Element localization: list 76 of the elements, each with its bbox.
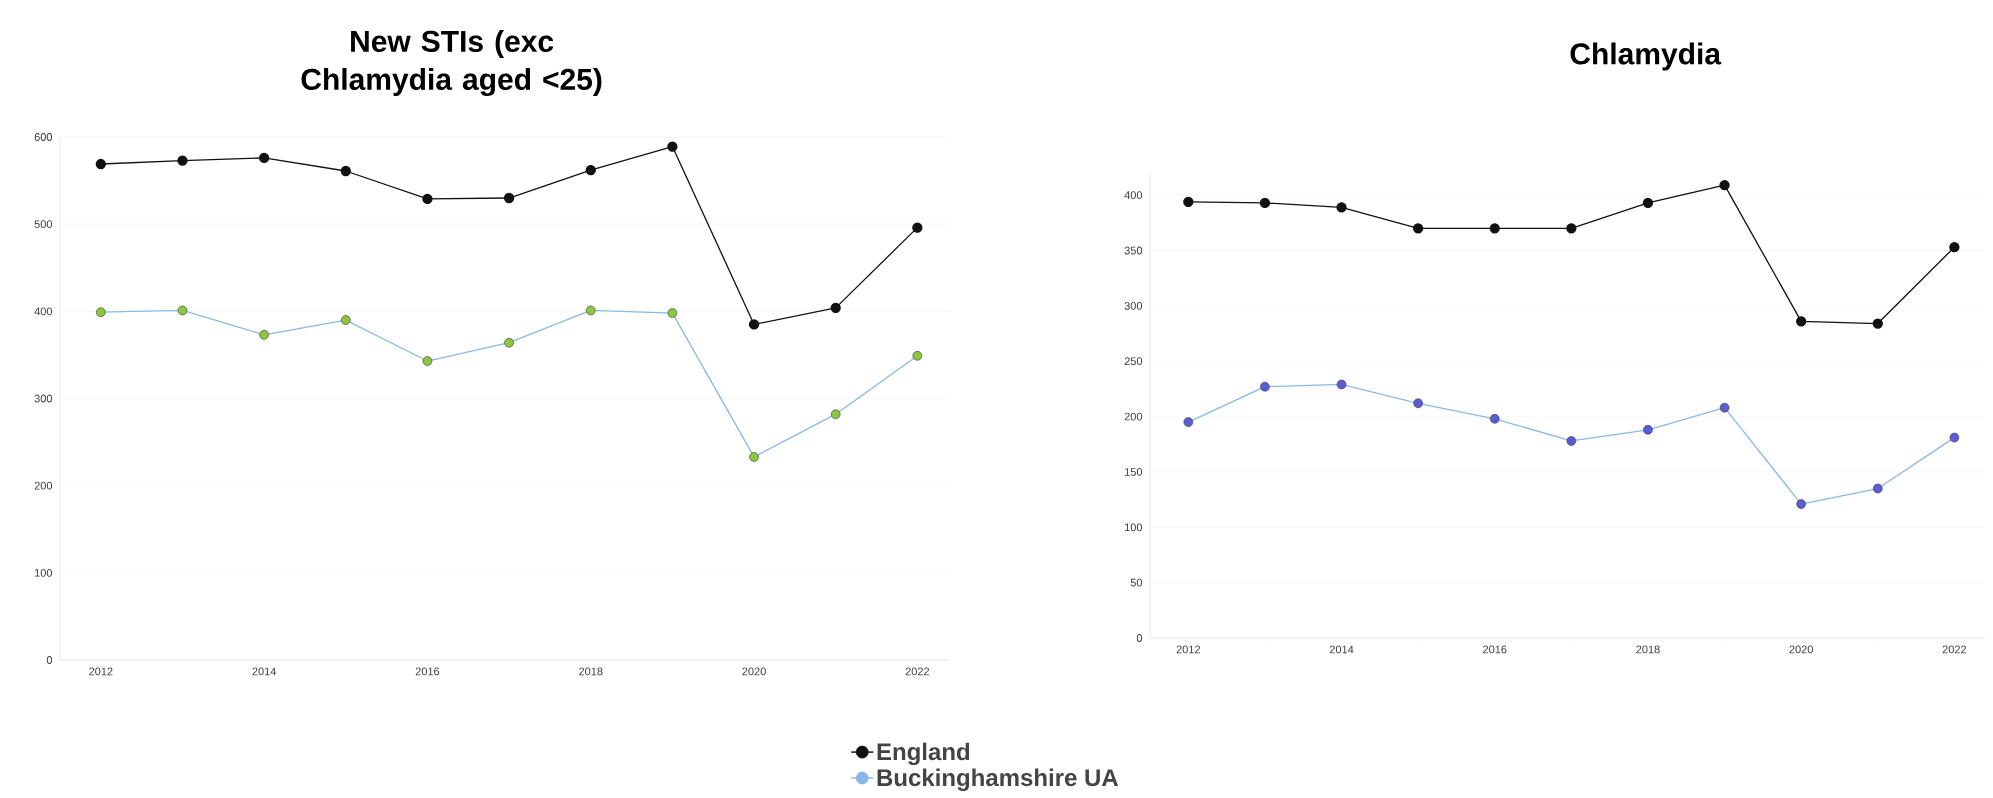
point <box>96 307 106 318</box>
point <box>1336 379 1347 390</box>
point <box>422 356 433 366</box>
y-tick-label: 0 <box>46 656 53 664</box>
x-tick-label: 2018 <box>579 667 603 676</box>
x-tick-label: 2014 <box>1329 645 1354 654</box>
point <box>585 305 596 316</box>
x-tick-label: 2020 <box>1789 645 1813 654</box>
y-tick-label: 500 <box>34 220 53 229</box>
point <box>1259 197 1271 209</box>
point <box>1796 499 1806 509</box>
point <box>667 141 678 152</box>
point <box>1566 223 1577 234</box>
chart-title: Chlamydia <box>1570 42 1722 71</box>
point <box>667 308 678 318</box>
point <box>830 302 841 313</box>
point <box>1183 196 1194 207</box>
point <box>95 158 106 170</box>
point <box>1872 483 1883 494</box>
y-tick-label: 300 <box>1124 301 1143 310</box>
legend-label: Buckinghamshire UA <box>877 768 1119 792</box>
legend-label: England <box>877 742 970 766</box>
point <box>1642 197 1654 209</box>
point <box>912 222 923 233</box>
point <box>1489 223 1500 234</box>
point <box>1412 223 1424 234</box>
point <box>830 409 841 419</box>
y-tick-label: 200 <box>34 481 53 490</box>
point <box>1719 180 1730 191</box>
point <box>504 337 514 348</box>
y-tick-label: 50 <box>1130 578 1143 587</box>
point <box>1719 402 1730 413</box>
x-tick-label: 2016 <box>1483 645 1507 654</box>
point <box>1413 398 1423 409</box>
point <box>1260 381 1270 392</box>
point <box>258 152 270 164</box>
point <box>749 452 759 462</box>
point <box>1336 202 1347 213</box>
point <box>1566 436 1577 446</box>
point <box>177 155 188 166</box>
point <box>1949 242 1960 253</box>
point <box>912 350 923 361</box>
point <box>1949 432 1960 443</box>
point <box>422 193 433 205</box>
y-tick-label: 350 <box>1124 246 1143 255</box>
x-tick-label: 2014 <box>252 667 277 676</box>
point <box>1796 316 1807 327</box>
point <box>1872 318 1883 329</box>
point <box>1489 413 1500 424</box>
y-tick-label: 300 <box>34 394 53 403</box>
x-tick-label: 2016 <box>415 667 440 676</box>
y-tick-label: 150 <box>1124 468 1143 476</box>
point <box>585 164 596 176</box>
point <box>748 319 760 330</box>
y-tick-label: 400 <box>34 307 53 316</box>
y-tick-label: 0 <box>1136 634 1143 642</box>
y-tick-label: 600 <box>34 133 53 141</box>
point <box>1183 417 1194 427</box>
chart-title: New STIs (exc Chlamydia aged <25) <box>301 29 602 97</box>
x-tick-label: 2012 <box>89 667 113 676</box>
y-tick-label: 100 <box>34 568 53 577</box>
x-tick-label: 2012 <box>1176 645 1200 654</box>
point <box>259 330 269 340</box>
point <box>503 192 515 204</box>
x-tick-label: 2022 <box>905 667 930 676</box>
y-tick-label: 250 <box>1124 357 1143 366</box>
y-tick-label: 100 <box>1124 523 1143 532</box>
point <box>177 305 188 316</box>
y-tick-label: 200 <box>1124 412 1143 421</box>
x-tick-label: 2022 <box>1942 645 1967 654</box>
point <box>1643 425 1653 435</box>
x-tick-label: 2020 <box>742 667 766 676</box>
x-tick-label: 2018 <box>1636 645 1660 654</box>
point <box>340 165 351 177</box>
y-tick-label: 400 <box>1124 191 1143 200</box>
point <box>340 315 351 325</box>
